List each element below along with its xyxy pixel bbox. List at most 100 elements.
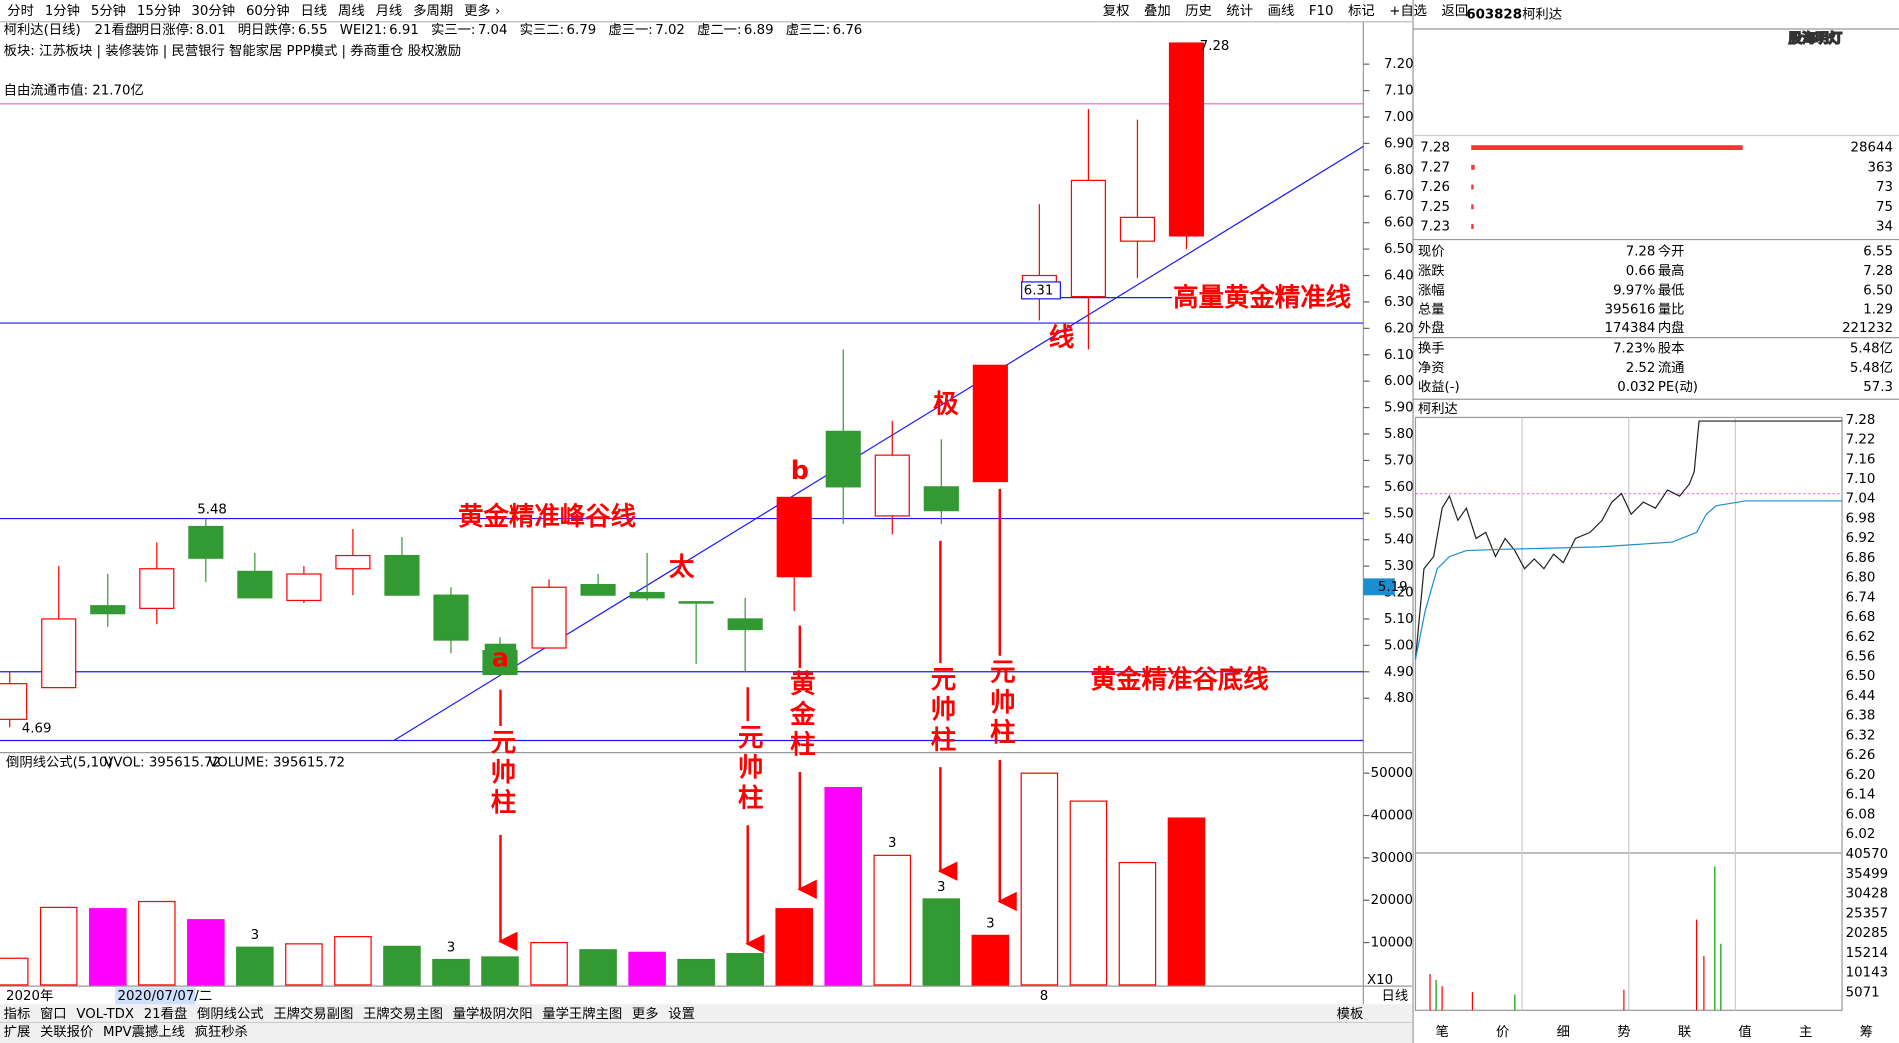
status-item[interactable]: MPV震撼上线 <box>103 1024 185 1040</box>
book-price: 7.28 <box>1420 141 1450 156</box>
intraday-volume <box>1435 866 1722 1011</box>
intraday-vol-tick: 40570 <box>1846 847 1888 862</box>
price-note: 5.48 <box>197 502 227 517</box>
intraday-tab[interactable]: 主 <box>1799 1024 1812 1040</box>
intraday-tick: 6.44 <box>1846 689 1876 704</box>
intraday-tab[interactable]: 价 <box>1496 1025 1509 1040</box>
intraday-tick: 6.32 <box>1846 728 1876 743</box>
signal-label: 3 <box>447 940 455 955</box>
period-tab[interactable]: 更多 › <box>464 2 500 19</box>
y-tick-label: 4.90 <box>1384 665 1414 680</box>
indicator-tab[interactable]: 窗口 <box>40 1005 67 1022</box>
y-tick-label: 7.20 <box>1384 57 1414 72</box>
y-tick-label: 30000 <box>1371 851 1413 866</box>
intraday-vol-tick: 15214 <box>1846 946 1888 961</box>
volume-bar <box>432 958 470 986</box>
quote-value: 395616 <box>1605 303 1656 318</box>
indicator-tab[interactable]: 量学王牌主图 <box>542 1005 622 1022</box>
y-tick-label: 6.20 <box>1384 321 1414 336</box>
legend-entry: VVOL: 395615.72 <box>104 755 221 770</box>
indicator-tab[interactable]: 倒阴线公式 <box>197 1006 264 1022</box>
status-item[interactable]: 关联报价 <box>40 1024 93 1040</box>
intraday-tick: 6.86 <box>1846 551 1876 566</box>
volume-bar <box>0 957 29 986</box>
book-bar <box>1471 145 1743 151</box>
indicator-tab[interactable]: 更多 <box>632 1005 659 1022</box>
quote-value: 7.28 <box>1863 264 1893 279</box>
period-tab[interactable]: 30分钟 <box>191 2 235 19</box>
volume-bar <box>971 934 1010 986</box>
intraday-volume <box>1429 919 1705 1011</box>
status-item[interactable]: 疯狂秒杀 <box>195 1024 248 1040</box>
period-tab[interactable]: 分时 <box>7 3 34 19</box>
indicator-tab[interactable]: 21看盘 <box>144 1005 188 1022</box>
tool-button[interactable]: +自选 <box>1389 3 1427 19</box>
y-tick-label: 10000 <box>1371 936 1413 951</box>
intraday-tab[interactable]: 笔 <box>1435 1024 1448 1040</box>
y-tick-label: 5.60 <box>1384 480 1414 495</box>
annotation: 高量黄金精准线 <box>1173 282 1351 312</box>
indicator-value: 6.55 <box>298 23 328 38</box>
indicator-tab[interactable]: 指标 <box>4 1006 31 1022</box>
tool-button[interactable]: 统计 <box>1226 3 1253 19</box>
volume-bar <box>726 952 764 986</box>
volume-bar <box>1020 772 1059 986</box>
indicator-value: 8.01 <box>196 23 226 38</box>
stock-name: 柯利达(日线) <box>4 22 81 38</box>
template-tab[interactable]: 模板 <box>1337 1006 1364 1022</box>
y-tick-label: 5.80 <box>1384 427 1414 442</box>
intraday-tab[interactable]: 细 <box>1557 1024 1570 1040</box>
candle-body <box>188 525 224 559</box>
period-tab[interactable]: 多周期 <box>413 2 453 19</box>
indicator-value: 6.79 <box>567 23 597 38</box>
period-tab[interactable]: 日线 <box>300 3 327 19</box>
y-tick-label: 6.00 <box>1384 374 1414 389</box>
price-box <box>1363 578 1395 596</box>
candle-body <box>629 591 665 599</box>
indicator-tab[interactable]: VOL-TDX <box>76 1007 134 1022</box>
intraday-tick: 6.26 <box>1846 748 1876 763</box>
tool-button[interactable]: 标记 <box>1348 3 1375 19</box>
indicator-tab[interactable]: 量学极阴次阳 <box>453 1006 533 1022</box>
candle-body <box>1119 216 1156 242</box>
intraday-tab[interactable]: 筹 <box>1860 1023 1873 1040</box>
volume-bar <box>922 898 961 986</box>
intraday-tab[interactable]: 势 <box>1617 1024 1630 1040</box>
pillar-label: 元帅柱 <box>735 724 765 815</box>
quote-label: 流通 <box>1658 360 1685 376</box>
stock-title: 柯利达 <box>1522 7 1562 23</box>
tool-button[interactable]: F10 <box>1309 4 1334 19</box>
period-tab[interactable]: 5分钟 <box>91 2 126 19</box>
status-item[interactable]: 扩展 <box>4 1024 31 1040</box>
indicator-label: 虚二一: <box>697 22 741 38</box>
period-tab[interactable]: 60分钟 <box>246 2 290 19</box>
tool-button[interactable]: 返回 <box>1442 3 1469 19</box>
intraday-vol-tick: 20285 <box>1846 926 1888 941</box>
tool-button[interactable]: 复权 <box>1103 2 1130 19</box>
indicator-tab[interactable]: 王牌交易主图 <box>363 1005 443 1022</box>
tool-button[interactable]: 叠加 <box>1144 3 1171 19</box>
book-volume: 363 <box>1867 160 1892 175</box>
quote-label: 外盘 <box>1418 319 1445 336</box>
indicator-tab[interactable]: 设置 <box>668 1006 695 1022</box>
intraday-tick: 6.56 <box>1846 650 1876 665</box>
tool-button[interactable]: 画线 <box>1268 3 1295 19</box>
candle-body <box>825 430 861 488</box>
period-tab[interactable]: 周线 <box>338 3 365 19</box>
indicator-tab[interactable]: 王牌交易副图 <box>273 1005 353 1022</box>
tab-bar <box>0 1004 1412 1043</box>
header-tab[interactable]: 21看盘 <box>95 21 139 38</box>
x-label-bg <box>115 987 196 1005</box>
y-tick-label: 5.30 <box>1384 559 1414 574</box>
tool-button[interactable]: 历史 <box>1185 3 1212 19</box>
period-tab[interactable]: 15分钟 <box>137 2 181 19</box>
intraday-vol-tick: 35499 <box>1846 867 1888 882</box>
intraday-tab[interactable]: 值 <box>1738 1024 1751 1040</box>
intraday-title: 柯利达 <box>1418 401 1458 417</box>
period-tab[interactable]: 1分钟 <box>45 2 80 19</box>
intraday-vol-tick: 5071 <box>1846 985 1880 1000</box>
indicator-value: 7.04 <box>478 23 508 38</box>
period-tab[interactable]: 月线 <box>376 3 403 19</box>
intraday-tab[interactable]: 联 <box>1678 1024 1691 1040</box>
